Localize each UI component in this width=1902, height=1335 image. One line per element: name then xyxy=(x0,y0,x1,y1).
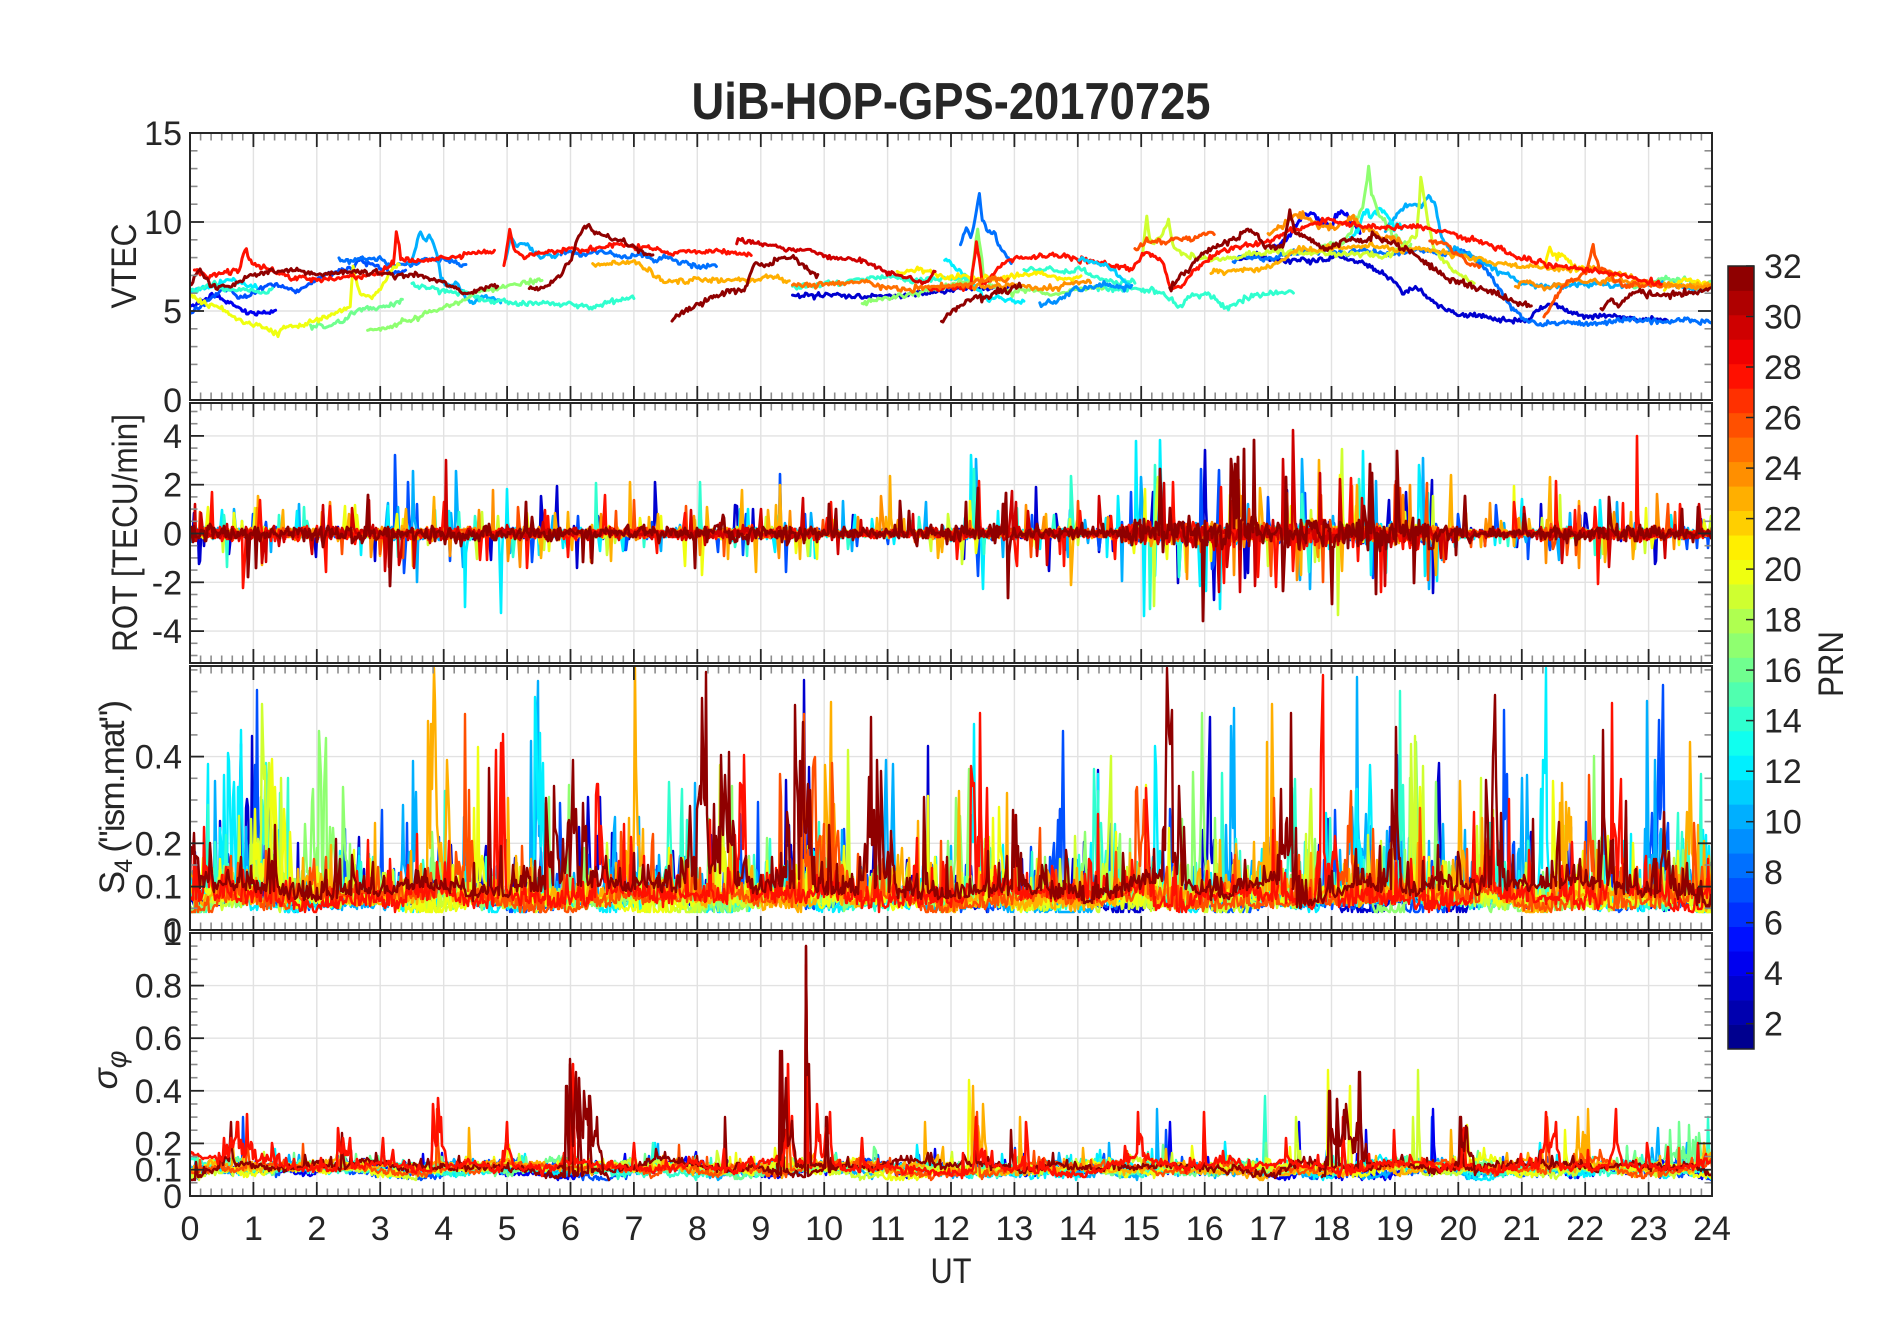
svg-text:14: 14 xyxy=(1764,703,1802,741)
svg-text:4: 4 xyxy=(1764,955,1783,993)
svg-text:0: 0 xyxy=(163,516,182,554)
svg-text:16: 16 xyxy=(1186,1210,1224,1248)
svg-text:1: 1 xyxy=(163,915,182,953)
svg-text:0.4: 0.4 xyxy=(135,1073,182,1111)
svg-text:σφ: σφ xyxy=(86,1051,132,1090)
svg-text:0.4: 0.4 xyxy=(135,739,182,777)
svg-text:4: 4 xyxy=(163,418,182,456)
svg-text:28: 28 xyxy=(1764,349,1802,387)
svg-text:ROT [TECU/min]: ROT [TECU/min] xyxy=(106,414,145,652)
svg-text:VTEC: VTEC xyxy=(105,224,144,309)
svg-text:18: 18 xyxy=(1764,602,1802,640)
svg-text:PRN: PRN xyxy=(1812,631,1851,697)
svg-text:0.6: 0.6 xyxy=(135,1020,182,1058)
svg-text:14: 14 xyxy=(1059,1210,1097,1248)
svg-text:21: 21 xyxy=(1503,1210,1541,1248)
svg-text:10: 10 xyxy=(1764,804,1802,842)
svg-text:0: 0 xyxy=(163,912,182,950)
svg-text:11: 11 xyxy=(870,1210,905,1248)
svg-text:UT: UT xyxy=(931,1252,972,1291)
svg-text:2: 2 xyxy=(307,1210,326,1248)
svg-text:8: 8 xyxy=(688,1210,707,1248)
svg-text:0.2: 0.2 xyxy=(135,1125,182,1163)
svg-text:0: 0 xyxy=(163,382,182,420)
svg-text:30: 30 xyxy=(1764,299,1802,337)
svg-text:3: 3 xyxy=(371,1210,390,1248)
svg-text:6: 6 xyxy=(561,1210,580,1248)
svg-text:0.1: 0.1 xyxy=(135,869,182,907)
svg-text:0.1: 0.1 xyxy=(135,1152,182,1190)
svg-text:0.8: 0.8 xyxy=(135,968,182,1006)
svg-text:15: 15 xyxy=(1122,1210,1160,1248)
svg-text:26: 26 xyxy=(1764,400,1802,438)
svg-text:5: 5 xyxy=(498,1210,517,1248)
svg-text:9: 9 xyxy=(751,1210,770,1248)
svg-text:0: 0 xyxy=(163,1178,182,1216)
svg-text:4: 4 xyxy=(434,1210,453,1248)
svg-text:13: 13 xyxy=(995,1210,1033,1248)
svg-text:32: 32 xyxy=(1764,248,1802,286)
svg-text:2: 2 xyxy=(163,467,182,505)
svg-text:8: 8 xyxy=(1764,854,1783,892)
svg-text:20: 20 xyxy=(1439,1210,1477,1248)
svg-text:-4: -4 xyxy=(152,613,182,651)
svg-text:16: 16 xyxy=(1764,652,1802,690)
svg-text:19: 19 xyxy=(1376,1210,1414,1248)
svg-text:12: 12 xyxy=(1764,753,1802,791)
svg-text:UiB-HOP-GPS-20170725: UiB-HOP-GPS-20170725 xyxy=(692,73,1211,131)
svg-text:10: 10 xyxy=(144,204,182,242)
svg-text:7: 7 xyxy=(624,1210,643,1248)
svg-text:20: 20 xyxy=(1764,551,1802,589)
svg-text:15: 15 xyxy=(144,115,182,153)
svg-text:22: 22 xyxy=(1764,501,1802,539)
svg-text:2: 2 xyxy=(1764,1006,1783,1044)
svg-text:0: 0 xyxy=(181,1210,200,1248)
svg-text:5: 5 xyxy=(163,293,182,331)
svg-text:0.2: 0.2 xyxy=(135,825,182,863)
svg-text:1: 1 xyxy=(244,1210,263,1248)
svg-text:22: 22 xyxy=(1566,1210,1604,1248)
svg-text:24: 24 xyxy=(1693,1210,1731,1248)
svg-text:12: 12 xyxy=(932,1210,970,1248)
svg-text:6: 6 xyxy=(1764,905,1783,943)
svg-text:17: 17 xyxy=(1249,1210,1287,1248)
svg-text:10: 10 xyxy=(805,1210,843,1248)
svg-text:18: 18 xyxy=(1313,1210,1351,1248)
svg-text:24: 24 xyxy=(1764,450,1802,488)
svg-text:23: 23 xyxy=(1630,1210,1668,1248)
svg-text:-2: -2 xyxy=(152,564,182,602)
